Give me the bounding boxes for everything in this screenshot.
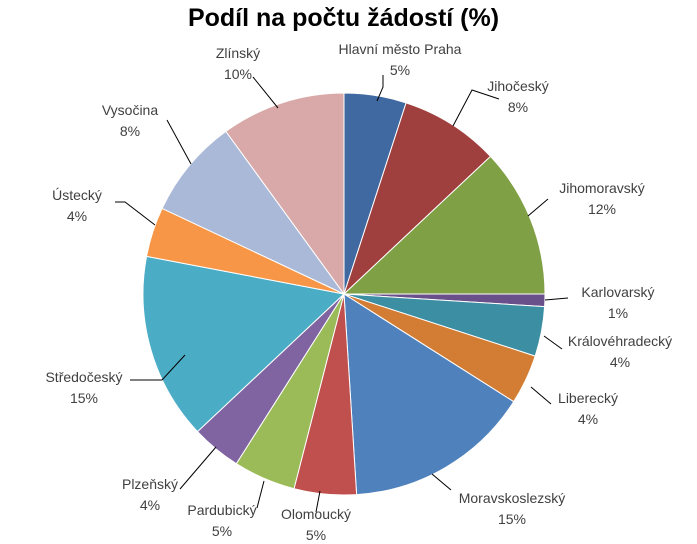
slice-label-jihomoravsky: Jihomoravský 12% xyxy=(559,180,645,217)
pie-slice-jihomoravsky xyxy=(342,155,546,295)
slice-label-value: 8% xyxy=(508,99,528,115)
slice-label-stredocesky: Středočeský 15% xyxy=(45,369,122,406)
pie-slice-zlinsky xyxy=(225,92,345,296)
leader-line-pardubicky xyxy=(256,480,265,509)
leader-line-karlovarsky xyxy=(544,297,569,301)
leader-line-kralovehradecky xyxy=(543,335,563,350)
slice-label-name: Vysočina xyxy=(102,102,159,118)
slice-label-kralovehradecky: Královéhradecký 4% xyxy=(568,333,672,370)
slice-label-name: Karlovarský xyxy=(581,284,654,300)
slice-label-value: 12% xyxy=(588,201,616,217)
pie-slice-stredocesky xyxy=(142,255,346,433)
slice-label-name: Olomoucký xyxy=(281,506,351,522)
slice-label-value: 5% xyxy=(306,527,326,543)
slice-label-value: 8% xyxy=(120,123,140,139)
leader-line-plzensky xyxy=(179,446,217,490)
slice-label-value: 4% xyxy=(140,497,160,513)
leader-line-stredocesky xyxy=(130,354,186,381)
slice-label-moravskoslezsky: Moravskoslezský 15% xyxy=(459,490,566,527)
slice-label-name: Ústecký xyxy=(52,187,102,203)
slice-label-name: Liberecký xyxy=(558,390,618,406)
slice-label-value: 15% xyxy=(498,511,526,527)
slice-label-karlovarsky: Karlovarský 1% xyxy=(581,284,654,321)
chart-title: Podíl na počtu žádostí (%) xyxy=(187,4,500,32)
slice-label-value: 10% xyxy=(224,66,252,82)
slice-label-plzensky: Plzeňský 4% xyxy=(122,476,178,513)
slice-label-value: 5% xyxy=(212,523,232,539)
slice-label-vysocina: Vysočina 8% xyxy=(102,102,159,139)
slice-label-name: Pardubický xyxy=(187,502,256,518)
slice-label-hlavni-mesto-praha: Hlavní město Praha 5% xyxy=(339,41,462,78)
slice-label-name: Zlínský xyxy=(216,45,260,61)
leader-line-jihocesky xyxy=(452,89,500,127)
pie-slice-vysocina xyxy=(161,130,345,295)
slice-label-name: Středočeský xyxy=(45,369,122,385)
slice-label-jihocesky: Jihočeský 8% xyxy=(487,78,548,115)
leader-line-ustecky xyxy=(115,201,156,226)
slice-label-value: 4% xyxy=(578,411,598,427)
slice-label-zlinsky: Zlínský 10% xyxy=(216,45,260,82)
leader-line-zlinsky xyxy=(252,76,279,109)
leader-line-olomoucky xyxy=(315,490,321,513)
slice-label-name: Hlavní město Praha xyxy=(339,41,462,57)
leader-line-vysocina xyxy=(166,119,192,165)
slice-label-value: 4% xyxy=(610,354,630,370)
leader-line-liberecky xyxy=(530,386,552,405)
slice-label-value: 1% xyxy=(608,305,628,321)
slice-label-name: Královéhradecký xyxy=(568,333,672,349)
pie-slice-moravskoslezsky xyxy=(343,293,515,496)
slice-label-liberecky: Liberecký 4% xyxy=(558,390,618,427)
slice-label-pardubicky: Pardubický 5% xyxy=(187,502,256,539)
slice-label-ustecky: Ústecký 4% xyxy=(52,187,102,224)
slice-label-name: Moravskoslezský xyxy=(459,490,566,506)
slice-label-name: Jihočeský xyxy=(487,78,548,94)
slice-label-olomoucky: Olomoucký 5% xyxy=(281,506,351,543)
leader-line-jihomoravsky xyxy=(527,198,549,217)
slice-label-name: Jihomoravský xyxy=(559,180,645,196)
pie-slice-jihocesky xyxy=(343,102,492,295)
slice-label-name: Plzeňský xyxy=(122,476,178,492)
slice-label-value: 4% xyxy=(67,208,87,224)
leader-line-hlavni-mesto-praha xyxy=(376,75,384,102)
slice-label-value: 15% xyxy=(70,390,98,406)
slice-label-value: 5% xyxy=(390,62,410,78)
leader-line-moravskoslezsky xyxy=(431,473,452,491)
